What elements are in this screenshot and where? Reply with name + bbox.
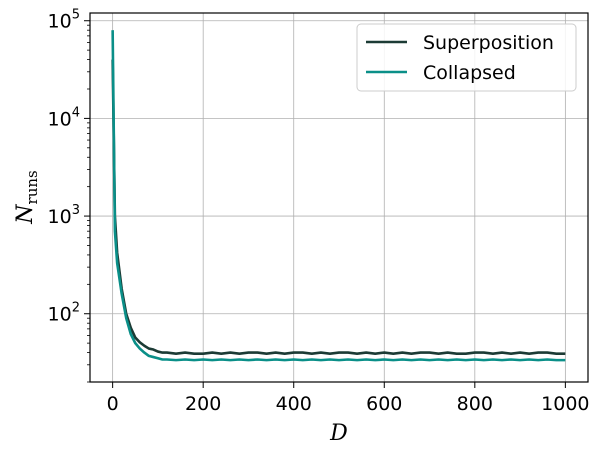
y-axis-label: Nruns xyxy=(13,170,41,224)
x-axis-ticks: 0 200 400 600 800 1000 xyxy=(107,382,590,415)
x-tick-label: 400 xyxy=(276,393,312,415)
legend-box xyxy=(356,23,577,92)
y-tick-label: 104 xyxy=(48,105,80,130)
x-tick-label: 200 xyxy=(185,393,221,415)
x-tick-label: 600 xyxy=(366,393,402,415)
x-axis-label: D xyxy=(329,421,348,446)
y-tick-label: 105 xyxy=(48,8,80,33)
legend-label-superposition: Superposition xyxy=(423,32,554,54)
x-tick-label: 800 xyxy=(457,393,493,415)
y-tick-label: 102 xyxy=(48,301,80,326)
y-tick-label: 103 xyxy=(48,203,80,228)
x-tick-label: 0 xyxy=(107,393,119,415)
y-axis-label-sub: runs xyxy=(23,170,41,204)
series-lines xyxy=(111,30,566,362)
plot-frame xyxy=(89,12,589,383)
x-tick-label: 1000 xyxy=(541,393,589,415)
y-axis-label-main: N xyxy=(13,204,38,225)
grid xyxy=(90,13,588,382)
y-axis-ticks: 102 103 104 105 xyxy=(48,8,90,326)
series-line-superposition xyxy=(111,59,566,355)
legend-label-collapsed: Collapsed xyxy=(423,62,516,84)
series-line-collapsed xyxy=(111,30,566,362)
legend: Superposition Collapsed xyxy=(356,23,577,92)
